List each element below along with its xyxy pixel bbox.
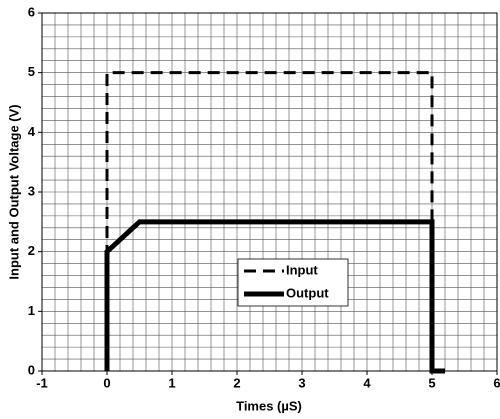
y-tick-label: 6 [28,4,35,19]
x-tick-label: 3 [298,375,305,390]
x-tick-label: -1 [36,375,48,390]
y-tick-label: 1 [28,303,35,318]
x-tick-label: 0 [103,375,110,390]
series-line [105,71,434,371]
y-tick-label: 5 [28,64,35,79]
x-tick-label: 4 [363,375,371,390]
x-axis-title: Times (µS) [236,398,302,413]
legend-label: Output [286,285,329,300]
y-tick-label: 0 [28,362,35,377]
y-tick-label: 4 [28,124,36,139]
legend-label: Input [286,262,318,277]
plot-frame [41,12,498,372]
series-line [104,219,445,374]
y-tick-label: 3 [28,183,35,198]
x-tick-label: 1 [168,375,175,390]
x-tick-label: 5 [428,375,435,390]
x-tick-label: 2 [233,375,240,390]
y-tick-label: 2 [28,243,35,258]
y-axis-title: Input and Output Voltage (V) [6,104,21,279]
legend-box [237,258,349,307]
x-tick-label: 6 [493,375,500,390]
